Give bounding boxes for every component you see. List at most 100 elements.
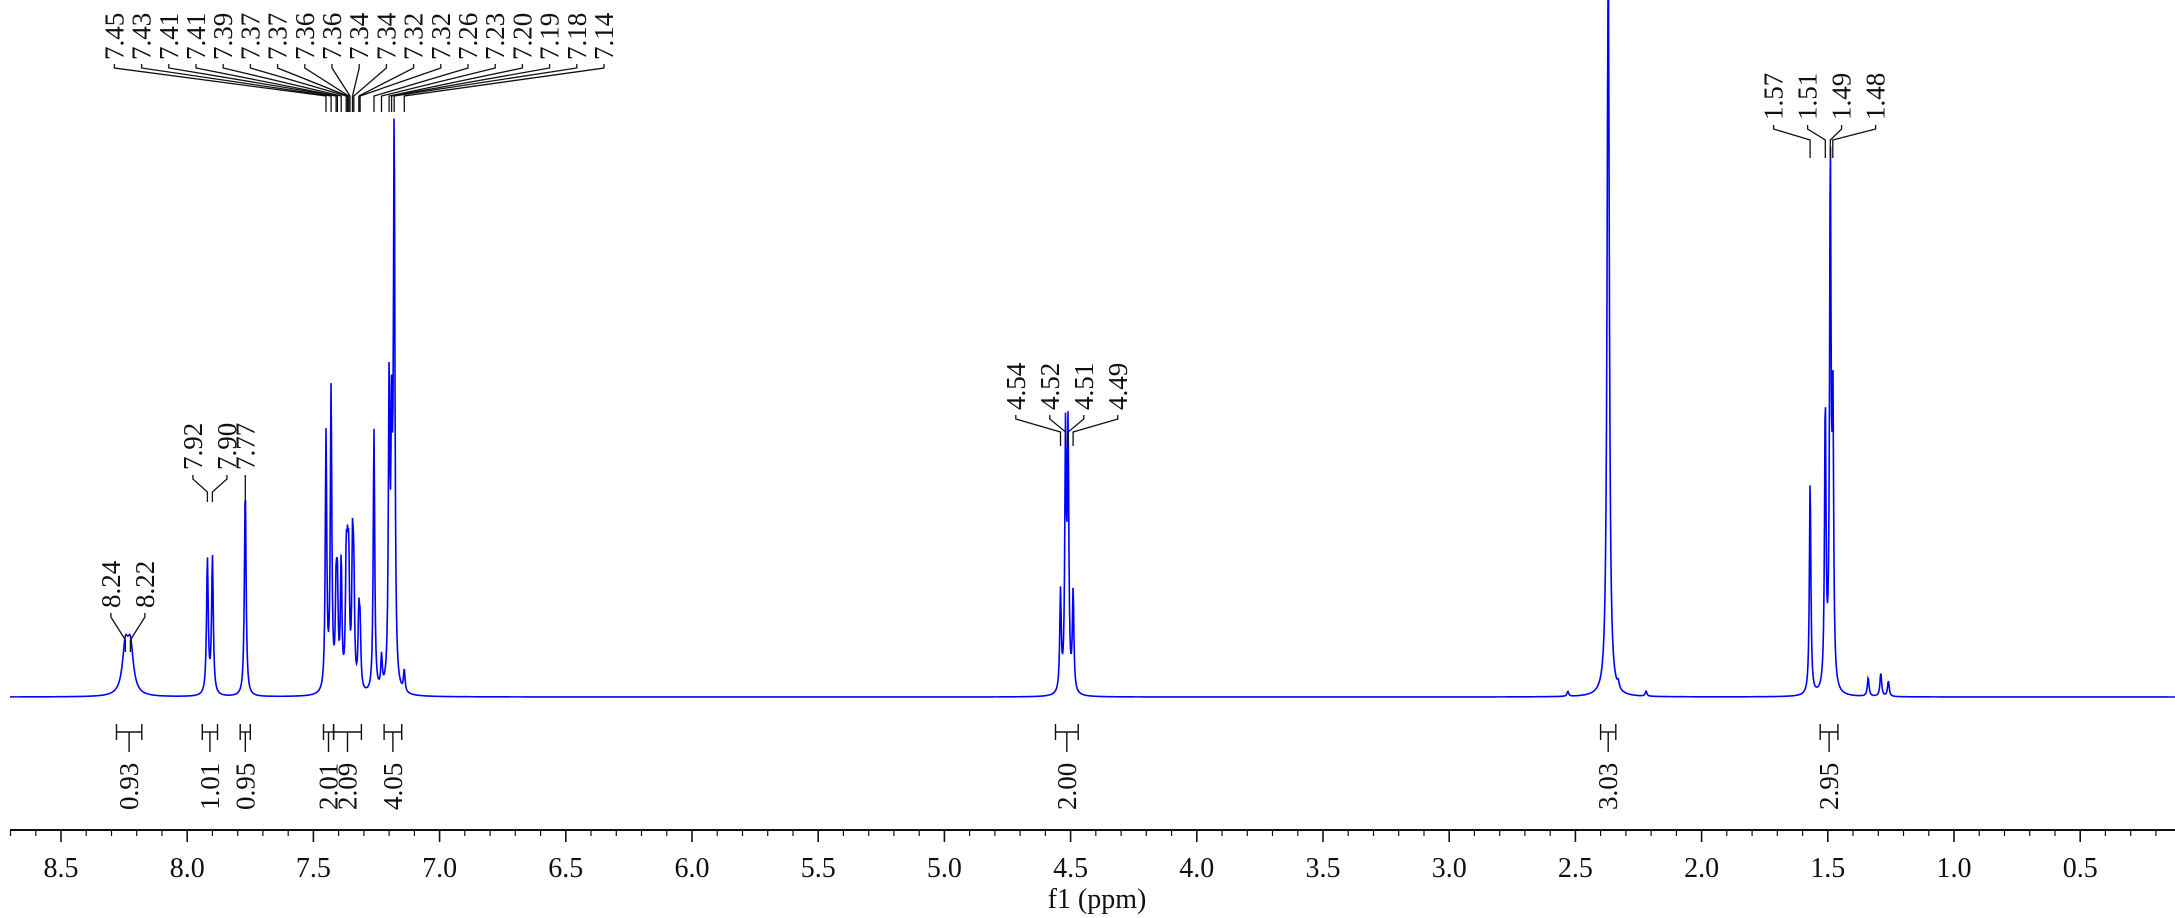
peak-label-leader [113,64,327,112]
peak-label: 7.77 [230,423,260,470]
peak-label: 7.32 [399,13,429,60]
peak-label: 7.36 [317,13,347,60]
x-tick-label: 7.5 [296,853,331,884]
peak-label-group: 4.54 4.52 4.51 4.49 [1001,362,1133,446]
peak-label-leader [1015,415,1062,446]
integral-value: 0.93 [114,763,144,810]
peak-label: 7.19 [535,13,565,60]
peak-label-leader [393,64,578,112]
peak-label: 7.34 [371,12,401,60]
x-axis: 8.5 8.0 7.5 7.0 6.5 6.0 5.5 5.0 4.5 4.0 3.5 3.0 2.5 2… [9,829,2175,884]
x-tick-label: 5.0 [927,853,962,884]
x-tick-label: 5.5 [801,853,836,884]
peak-label: 7.37 [263,13,293,60]
peak-label: 7.26 [453,13,483,60]
peak-label-leader [140,64,332,112]
peak-label: 7.34 [344,12,374,60]
peak-label-leader [110,613,127,652]
x-axis-title: f1 (ppm) [1048,884,1147,915]
peak-label-group: 7.457.437.417.417.397.377.377.367.367.34… [99,12,619,112]
peak-label: 7.92 [178,423,208,470]
x-tick-label: 1.0 [1937,853,1972,884]
peak-label: 8.24 [96,560,126,608]
peak-label-leader [304,64,350,112]
peak-label-group: 8.24 8.22 [96,560,160,652]
x-tick-label: 3.5 [1306,853,1341,884]
peak-label-leader [359,64,442,112]
x-tick-label: 0.5 [2063,853,2098,884]
x-tick-label: 2.5 [1558,853,1593,884]
integral-value: 1.01 [195,763,225,810]
peak-label-leader [1829,125,1843,158]
peak-label-leader [1072,415,1119,446]
peak-label: 7.90 [212,423,242,470]
peak-label-leader [195,64,339,112]
integral-region: 0.93 [114,724,144,810]
peak-label-leader [168,64,337,112]
peak-label: 4.54 [1001,362,1031,410]
x-tick-label: 1.5 [1810,853,1845,884]
peak-labels-layer: 7.457.437.417.417.397.377.377.367.367.34… [96,12,1891,652]
peak-label: 7.41 [154,13,184,60]
integral-value: 0.95 [230,763,260,810]
peak-label: 4.51 [1069,363,1099,410]
peak-label-leader [1832,125,1877,158]
peak-label-leader [373,64,469,112]
peak-label-leader [1772,125,1811,158]
peak-label: 8.22 [130,561,160,608]
peak-label-leader [276,64,349,112]
peak-label: 7.43 [127,13,157,60]
peak-label: 1.48 [1861,73,1891,120]
peak-label-group: 7.77 [230,423,260,504]
peak-label: 7.37 [235,13,265,60]
peak-label-group: 1.57 1.51 1.49 1.48 [1759,73,1891,158]
peak-label-leader [192,475,209,502]
peak-label-leader [1806,125,1826,158]
x-tick-label: 6.0 [675,853,710,884]
peak-label: 7.39 [208,13,238,60]
integral-region: 2.00 [1052,724,1082,810]
peak-label-leader [129,613,146,652]
integral-region: 2.09 [333,724,363,810]
peak-label-leader [1067,415,1085,446]
integral-value: 2.01 [314,763,344,810]
spectrum-layer [10,0,2175,698]
peak-label-leader [358,64,415,112]
peak-label: 7.20 [507,13,537,60]
integral-value: 2.00 [1052,763,1082,810]
peak-label-leader [1049,415,1067,446]
integral-value: 2.95 [1814,763,1844,810]
peak-label-leader [403,64,605,112]
peak-label: 7.36 [290,13,320,60]
x-tick-label: 7.0 [422,853,457,884]
peak-label-leader [380,64,496,112]
x-tick-label: 8.5 [44,853,79,884]
x-tick-label: 4.5 [1053,853,1088,884]
peak-label: 7.23 [480,13,510,60]
integral-region: 0.95 [230,724,260,810]
peak-label-leader [353,64,388,112]
integral-value: 4.05 [378,763,408,810]
x-tick-label: 8.0 [170,853,205,884]
integral-region: 1.01 [195,724,225,810]
peak-label: 7.41 [181,13,211,60]
integral-region: 3.03 [1593,724,1623,810]
peak-label: 7.18 [562,13,592,60]
integral-region: 2.01 [314,724,344,810]
peak-label-leader [390,64,551,112]
peak-label: 7.32 [426,13,456,60]
peak-label-leader [351,64,360,112]
integral-region: 2.95 [1814,724,1844,810]
peak-label: 1.57 [1759,73,1789,120]
x-tick-label: 4.0 [1179,853,1214,884]
integral-region: 4.05 [378,724,408,810]
x-tick-label: 3.0 [1432,853,1467,884]
integral-value: 2.09 [333,763,363,810]
peak-label: 4.49 [1103,363,1133,410]
peak-label-leader [222,64,342,112]
x-tick-label: 2.0 [1684,853,1719,884]
peak-label-group: 7.92 7.90 [178,423,242,502]
integral-value: 3.03 [1593,763,1623,810]
peak-label-leader [249,64,347,112]
